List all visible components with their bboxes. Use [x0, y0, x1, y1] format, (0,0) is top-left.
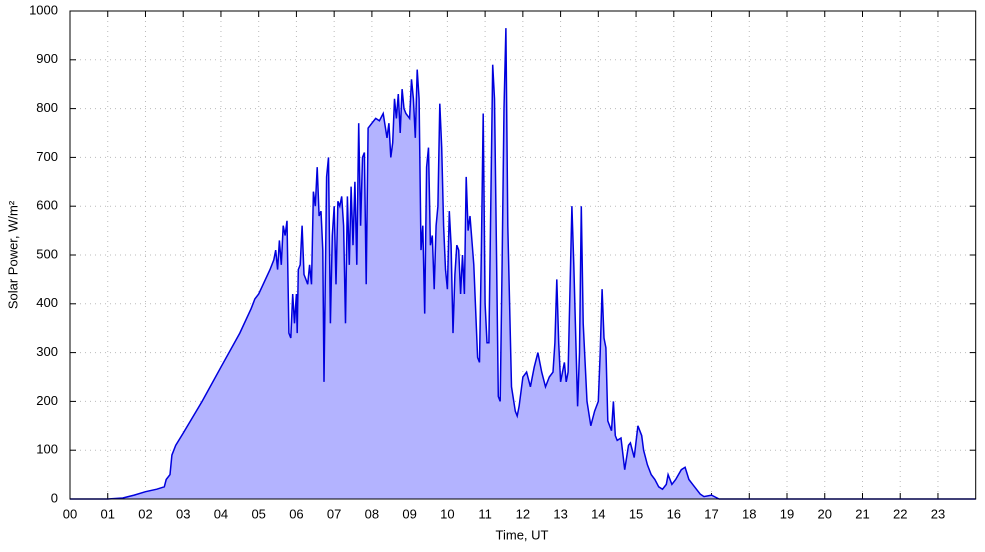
x-tick-label: 06	[289, 506, 303, 521]
x-tick-label: 10	[440, 506, 454, 521]
x-tick-label: 20	[818, 506, 832, 521]
y-tick-label: 800	[36, 100, 58, 115]
x-tick-label: 21	[855, 506, 869, 521]
y-tick-label: 500	[36, 246, 58, 261]
x-tick-label: 02	[138, 506, 152, 521]
x-tick-label: 08	[365, 506, 379, 521]
x-tick-label: 04	[214, 506, 228, 521]
y-tick-label: 1000	[29, 2, 58, 17]
x-tick-label: 19	[780, 506, 794, 521]
area-line	[70, 28, 976, 500]
x-tick-label: 03	[176, 506, 190, 521]
y-tick-label: 200	[36, 393, 58, 408]
area-fill	[70, 28, 976, 499]
y-tick-label: 100	[36, 442, 58, 457]
x-tick-label: 16	[667, 506, 681, 521]
plot-frame	[69, 10, 977, 500]
y-tick-label: 300	[36, 344, 58, 359]
y-tick-label: 400	[36, 295, 58, 310]
x-tick-label: 18	[742, 506, 756, 521]
y-tick-label: 900	[36, 51, 58, 66]
x-tick-label: 22	[893, 506, 907, 521]
x-tick-label: 05	[251, 506, 265, 521]
x-tick-label: 09	[402, 506, 416, 521]
x-tick-label: 15	[629, 506, 643, 521]
y-tick-label: 700	[36, 149, 58, 164]
x-tick-label: 01	[101, 506, 115, 521]
x-tick-label: 13	[553, 506, 567, 521]
x-tick-label: 11	[478, 506, 492, 521]
x-tick-label: 07	[327, 506, 341, 521]
y-tick-label: 600	[36, 198, 58, 213]
x-tick-label: 17	[704, 506, 718, 521]
x-tick-label: 12	[516, 506, 530, 521]
x-tick-label: 14	[591, 506, 605, 521]
x-tick-label: 00	[63, 506, 77, 521]
y-axis-label: Solar Power, W/m²	[5, 200, 20, 309]
x-axis-label: Time, UT	[496, 527, 549, 542]
y-tick-label: 0	[51, 490, 58, 505]
x-tick-label: 23	[931, 506, 945, 521]
